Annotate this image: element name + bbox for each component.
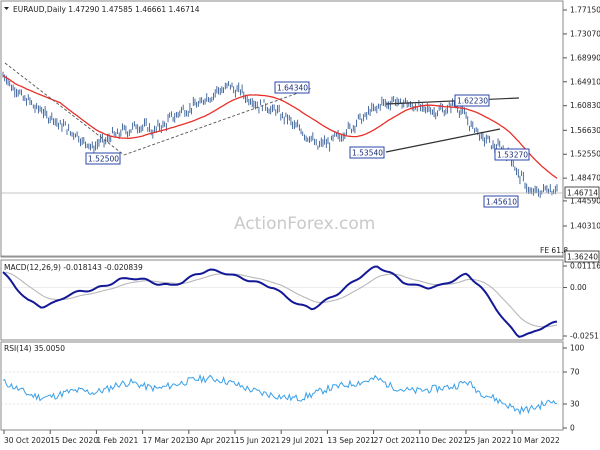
- price-pane-title: EURAUD,Daily 1.47290 1.47585 1.46661 1.4…: [13, 5, 200, 14]
- y-tick-label: 1.56630: [570, 126, 600, 135]
- price-pane: ActionForex.com EURAUD,Daily 1.47290 1.4…: [0, 0, 600, 263]
- x-tick-label: 29 Jul 2021: [281, 436, 324, 445]
- channel-top-line: [385, 97, 520, 105]
- x-tick-label: 10 Dec 2021: [420, 436, 468, 445]
- dashed-trendline-lower: [4, 62, 125, 156]
- x-tick-label: 15 Dec 2020: [50, 436, 98, 445]
- last-price-tag: 1.46714: [564, 186, 600, 199]
- y-tick-label: 1.60830: [570, 101, 600, 110]
- x-tick-label: 30 Oct 2020: [4, 436, 51, 445]
- macd-pane-title: MACD(12,26,9) -0.018143 -0.020839: [4, 263, 143, 272]
- x-tick-label: 15 Jun 2021: [235, 436, 280, 445]
- watermark: ActionForex.com: [234, 214, 375, 234]
- pane-dropdown-icon[interactable]: [4, 7, 9, 10]
- x-tick-label: 30 Apr 2021: [189, 436, 236, 445]
- annotation-4: 1.62230: [454, 94, 490, 107]
- y-tick-label: 0.011166: [570, 262, 600, 271]
- rsi-axis: 100 70 30 0: [563, 344, 585, 433]
- y-tick-label: 1.77150: [570, 6, 600, 15]
- y-tick-label: 0: [570, 424, 575, 433]
- channel-bottom-line: [385, 128, 501, 153]
- annotation-label: 1.62230: [457, 97, 488, 106]
- y-tick-label: 30: [570, 400, 580, 409]
- y-tick-label: 1.52550: [570, 150, 600, 159]
- y-tick-label: 70: [570, 368, 580, 377]
- macd-axis: 0.011166 0.00 -0.025117: [563, 262, 600, 341]
- y-tick-label: 1.68990: [570, 53, 600, 62]
- annotation-6: 1.45610: [483, 195, 519, 208]
- annotation-label: 1.52500: [88, 155, 119, 164]
- macd-pane: MACD(12,26,9) -0.018143 -0.020839 0.0111…: [0, 259, 600, 341]
- annotation-3: 1.53540: [349, 146, 385, 159]
- dashed-trendline-upper: [123, 87, 313, 156]
- annotation-1: 1.52500: [85, 152, 121, 165]
- y-tick-label: 1.64910: [570, 77, 600, 86]
- fe-value-label: 1.36240: [567, 253, 598, 262]
- annotation-label: 1.64340: [277, 84, 308, 93]
- price-axis: 1.77150 1.73070 1.68990 1.64910 1.60830 1.566…: [563, 6, 600, 231]
- rsi-pane-title: RSI(14) 35.0050: [4, 344, 65, 353]
- annotation-label: 1.53540: [352, 149, 383, 158]
- annotation-2: 1.64340: [274, 81, 310, 94]
- x-tick-label: 17 Mar 2021: [143, 436, 191, 445]
- macd-signal-line: [2, 271, 558, 328]
- y-tick-label: 1.40310: [570, 222, 600, 231]
- annotation-label: 1.53270: [497, 151, 528, 160]
- fe-label: FE 61.8: [540, 246, 568, 255]
- price-candles: [2, 71, 558, 198]
- y-tick-label: 1.48470: [570, 174, 600, 183]
- y-tick-label: -0.025117: [570, 332, 600, 341]
- y-tick-label: 1.44590: [570, 196, 600, 205]
- fe-price-tag: 1.36240: [564, 250, 600, 263]
- rsi-line: [2, 373, 558, 416]
- y-tick-label: 0.00: [570, 283, 587, 292]
- annotation-label: 1.45610: [486, 198, 517, 207]
- annotation-5: 1.53270: [494, 148, 530, 161]
- x-tick-label: 1 Feb 2021: [96, 436, 138, 445]
- x-tick-label: 25 Jan 2022: [466, 436, 511, 445]
- y-tick-label: 100: [570, 344, 585, 353]
- macd-line: [2, 265, 558, 338]
- y-tick-label: 1.73070: [570, 29, 600, 38]
- x-tick-label: 13 Sep 2021: [327, 436, 375, 445]
- rsi-pane: RSI(14) 35.0050 100 70 30 0: [0, 341, 585, 433]
- x-tick-label: 10 Mar 2022: [512, 436, 560, 445]
- last-price-label: 1.46714: [567, 189, 598, 198]
- x-tick-label: 27 Oct 2021: [374, 436, 421, 445]
